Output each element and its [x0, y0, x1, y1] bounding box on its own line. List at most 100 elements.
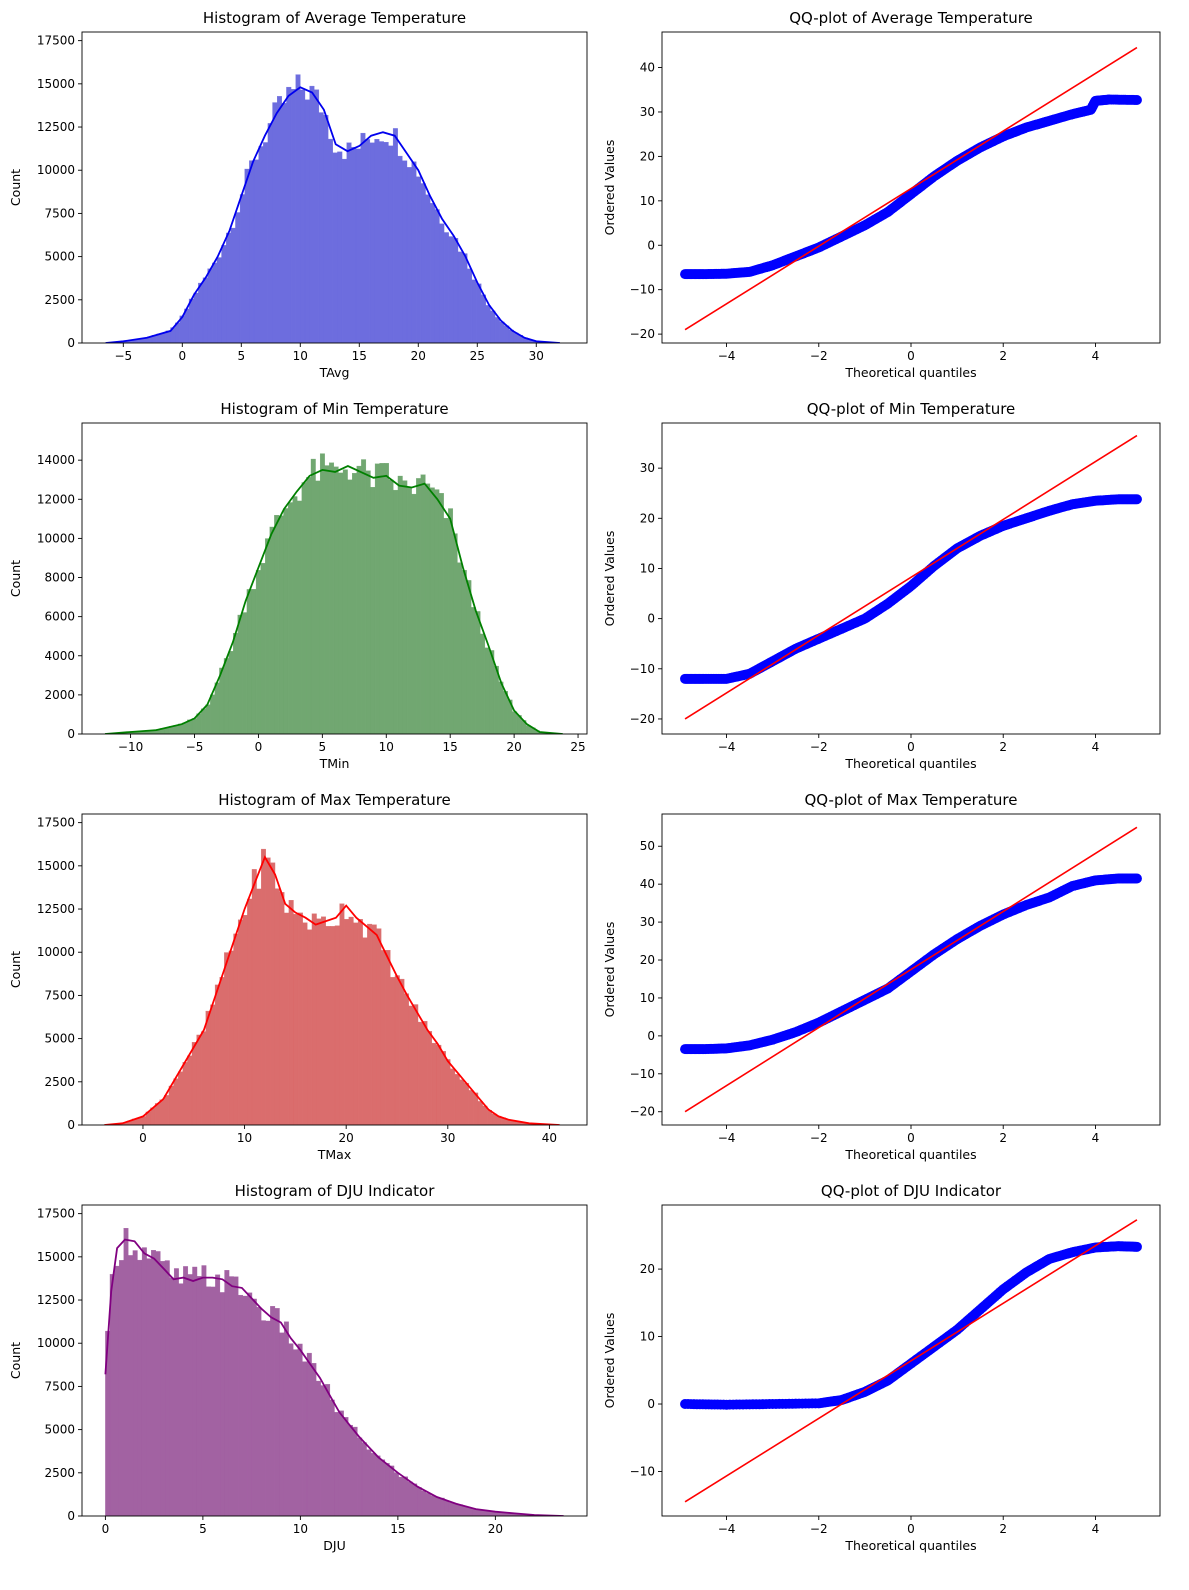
histogram-bar: [422, 1021, 428, 1125]
histogram-bar: [173, 1268, 179, 1516]
histogram-bar: [379, 463, 385, 734]
histogram-bar: [344, 919, 349, 1125]
histogram-bar: [408, 1005, 414, 1125]
y-tick-label: 0: [647, 238, 655, 252]
x-tick-label: 0: [139, 1131, 147, 1145]
histogram-bar: [485, 305, 491, 343]
histogram-bar: [235, 212, 241, 343]
x-tick-label: 0: [907, 349, 915, 363]
y-axis-label: Ordered Values: [602, 531, 617, 627]
histogram-bar: [434, 489, 440, 734]
histogram-bar: [493, 665, 499, 734]
x-tick-label: 2: [999, 349, 1007, 363]
y-tick-label: 0: [647, 1029, 655, 1043]
histogram-bar: [247, 898, 253, 1125]
histogram-bar: [281, 103, 287, 343]
histogram-bar: [244, 168, 250, 343]
y-tick-label: −10: [630, 283, 655, 297]
y-tick-label: 6000: [44, 610, 75, 624]
y-tick-label: −20: [630, 712, 655, 726]
y-tick-label: 17500: [37, 34, 75, 48]
histogram-bar: [448, 1502, 454, 1516]
histogram-bar: [287, 502, 293, 734]
x-tick-label: 30: [529, 349, 544, 363]
histogram-bar: [445, 1059, 451, 1125]
kde-line: [105, 86, 560, 343]
x-tick-label: −2: [810, 349, 828, 363]
histogram-bar: [439, 1497, 445, 1516]
histogram-bar: [246, 589, 252, 734]
histogram-bar: [412, 1483, 418, 1516]
reference-line: [684, 826, 1138, 1113]
histogram-bar: [324, 465, 330, 734]
histogram-bar: [198, 282, 204, 343]
histogram-bar: [361, 1442, 367, 1516]
histogram-bar: [274, 1308, 280, 1516]
histogram-bar: [416, 1487, 422, 1516]
x-tick-label: 4: [1092, 1522, 1100, 1536]
histogram-bar: [260, 563, 266, 734]
y-tick-label: 10: [640, 1330, 655, 1344]
histogram-bar: [425, 194, 431, 343]
histogram-bar: [476, 283, 482, 343]
y-tick-label: 2500: [44, 293, 75, 307]
histogram-bar: [453, 238, 459, 343]
histogram-bar: [224, 1270, 230, 1516]
histogram-bar: [454, 1074, 460, 1125]
histogram-bar: [353, 922, 359, 1125]
x-tick-label: 30: [440, 1131, 455, 1145]
y-tick-label: 20: [640, 511, 655, 525]
histogram-bar: [357, 919, 363, 1125]
histogram-bar: [413, 1004, 419, 1125]
histogram-bar: [201, 1031, 206, 1125]
histogram-bar: [256, 1306, 262, 1516]
y-tick-label: 10: [640, 561, 655, 575]
x-axis-label: Theoretical quantiles: [844, 365, 976, 380]
histogram-bar: [132, 1250, 138, 1516]
histogram-bar: [292, 496, 298, 734]
histogram-bar: [311, 1363, 317, 1516]
x-tick-label: 20: [339, 1131, 354, 1145]
histogram-bar: [191, 718, 197, 734]
histogram-bar: [484, 647, 490, 734]
histogram-bar: [439, 223, 445, 343]
x-axis-label: TAvg: [319, 365, 350, 380]
histogram-bar: [440, 1051, 446, 1125]
x-tick-label: 40: [542, 1131, 557, 1145]
histogram-bar: [233, 1276, 239, 1516]
histogram-bar: [430, 203, 435, 343]
histogram-bar: [482, 1105, 488, 1125]
histogram-bar: [385, 950, 391, 1125]
histogram-bar: [343, 1417, 349, 1516]
histogram-panel-1: −5 0 5 10 15 20 25 30 0 2500 5000 7500 10000 12500 150…: [8, 9, 588, 380]
histogram-bar: [338, 472, 344, 734]
histogram-bar: [253, 159, 259, 343]
histogram-bar: [237, 919, 243, 1125]
histogram-bar: [114, 1265, 120, 1516]
histogram-bar: [325, 926, 331, 1125]
x-tick-label: 0: [907, 1131, 915, 1145]
x-tick-label: 0: [178, 349, 186, 363]
histogram-bar: [182, 1062, 188, 1125]
histogram-bar: [161, 333, 167, 343]
histogram-bar: [321, 916, 326, 1125]
y-tick-label: 5000: [44, 1032, 75, 1046]
histogram-bar: [265, 538, 270, 734]
chart-title: Histogram of Average Temperature: [203, 9, 466, 27]
histogram-bar: [380, 1459, 386, 1516]
y-tick-label: −20: [630, 1105, 655, 1119]
histogram-bar: [371, 1453, 376, 1516]
histogram-bar: [155, 1251, 161, 1516]
histogram-bar: [283, 508, 289, 734]
x-tick-label: 15: [352, 349, 367, 363]
histogram-bar: [265, 1320, 271, 1516]
histogram-bar: [390, 977, 396, 1125]
histogram-bar: [274, 888, 280, 1125]
histogram-bar: [406, 167, 412, 343]
axes-frame: [81, 813, 588, 1126]
histogram-bar: [205, 704, 211, 734]
histogram-bar: [269, 526, 275, 734]
histogram-bar: [398, 1476, 404, 1516]
histogram-bar: [362, 937, 368, 1125]
